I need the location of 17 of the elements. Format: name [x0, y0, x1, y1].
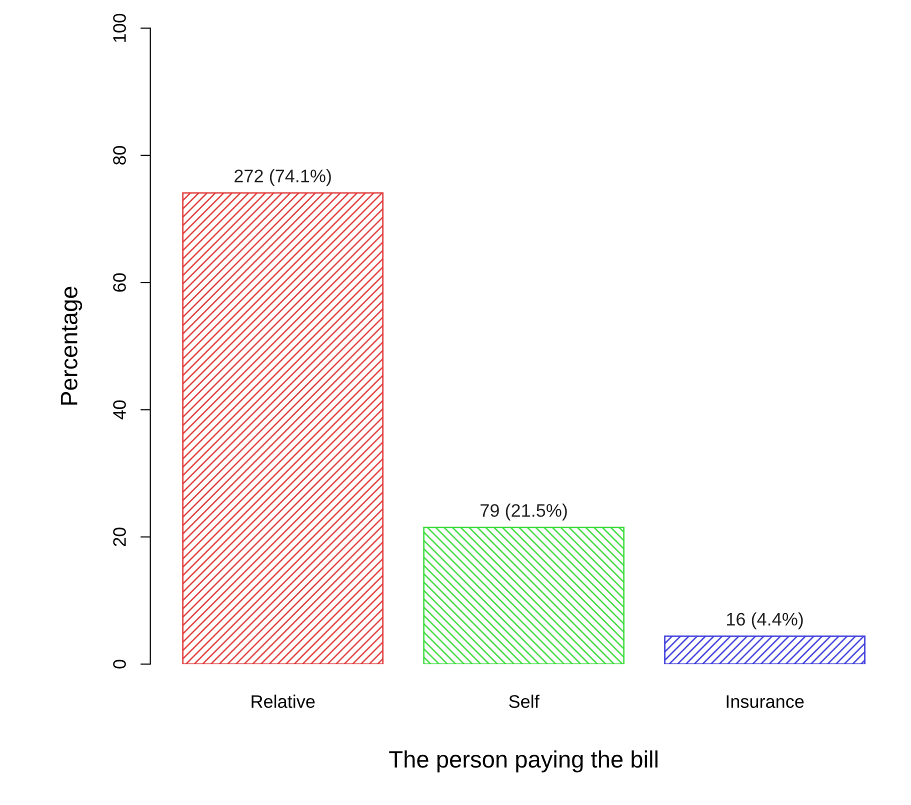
x-axis-title: The person paying the bill [389, 750, 658, 772]
y-tick-label: 80 [113, 146, 126, 165]
y-tick-label: 60 [113, 273, 126, 292]
y-tick-label: 100 [113, 14, 126, 42]
y-axis-title: Percentage [60, 286, 82, 405]
x-tick-label: Self [509, 694, 540, 708]
bar [182, 192, 384, 664]
data-label: 16 (4.4%) [727, 612, 803, 630]
x-tick-label: Relative [252, 694, 315, 708]
data-label: 272 (74.1%) [234, 169, 331, 186]
y-tick-label: 0 [113, 660, 126, 668]
bar [664, 635, 866, 664]
y-tick-label: 40 [113, 400, 126, 420]
data-label: 79 (21.5%) [480, 504, 567, 520]
x-tick-label: Insurance [726, 695, 804, 708]
bar [423, 526, 625, 664]
y-tick-label: 20 [113, 528, 126, 546]
